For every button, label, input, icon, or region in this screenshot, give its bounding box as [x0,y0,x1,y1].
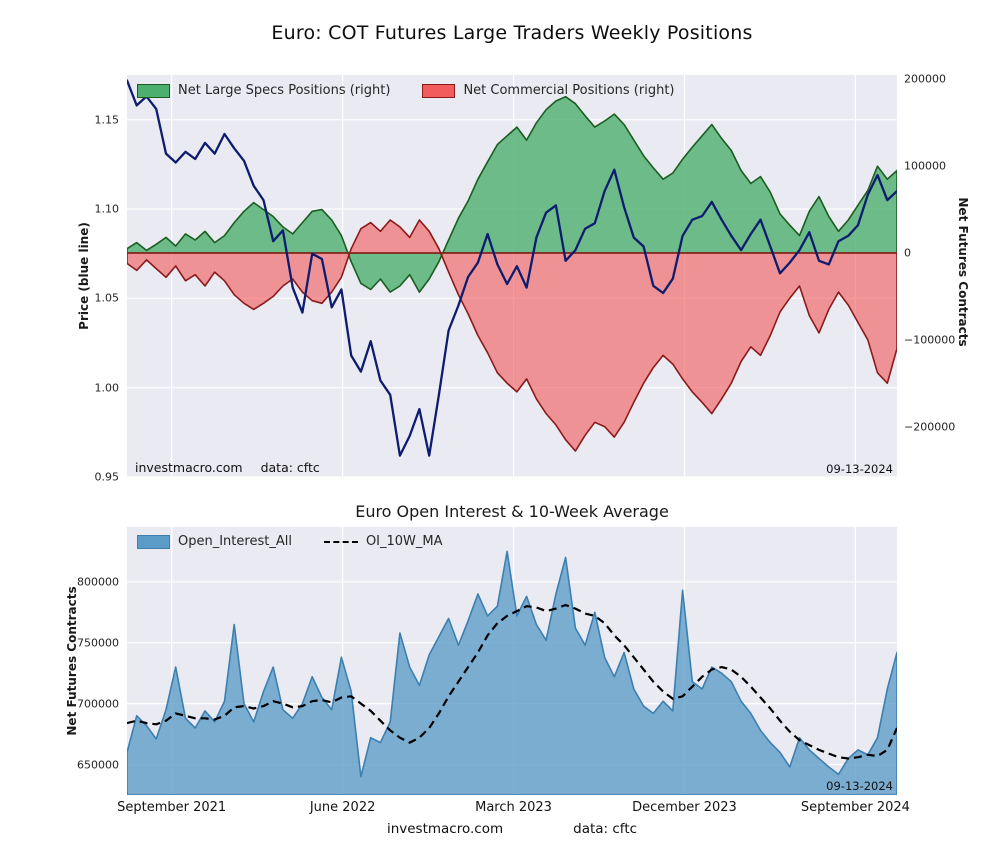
legend-item-open-interest: Open_Interest_All [137,534,292,549]
x-axis-date-tick-label: June 2022 [309,800,376,815]
oi-ma-dashed-line-swatch [323,540,358,543]
large-specs-legend-label: Net Large Specs Positions (right) [178,83,391,98]
net-contracts-y-tick-label: 100000 [904,159,946,173]
cot-positions-chart [127,75,897,477]
report-date-bottom: 09-13-2024 [826,779,893,793]
x-axis-date-tick-label: September 2021 [117,800,227,815]
x-axis-date-tick-label: December 2023 [632,800,737,815]
price-y-tick-label: 1.00 [94,381,120,395]
net-contracts-y-tick-label: 200000 [904,72,946,86]
net-contracts-axis-label-bottom: Net Futures Contracts [65,586,79,736]
open-interest-y-tick-label: 700000 [77,697,119,711]
price-y-tick-label: 1.05 [94,291,120,305]
source-annotation: investmacro.com data: cftc [135,460,338,475]
oi-ma-legend-label: OI_10W_MA [365,534,443,549]
open-interest-y-tick-label: 750000 [77,636,119,650]
net-contracts-y-tick-label: −200000 [904,420,956,434]
main-chart-title: Euro: COT Futures Large Traders Weekly P… [271,22,753,44]
net-contracts-y-tick-label: −100000 [904,333,956,347]
figure-footer: investmacro.com data: cftc [127,821,897,837]
price-y-tick-label: 1.15 [94,113,120,127]
commercials-legend-label: Net Commercial Positions (right) [463,83,675,98]
legend-item-large-specs: Net Large Specs Positions (right) [137,83,390,98]
large-specs-swatch [137,83,170,98]
open-interest-y-tick-label: 650000 [77,758,119,772]
open-interest-legend-label: Open_Interest_All [178,534,292,549]
net-contracts-y-tick-label: 0 [904,246,911,260]
report-date-top: 09-13-2024 [826,462,893,476]
x-axis-date-tick-label: March 2023 [475,800,552,815]
legend-item-oi-ma: OI_10W_MA [323,534,443,549]
data-source-text: data: cftc [260,460,320,475]
price-y-tick-label: 0.95 [94,470,120,484]
commercials-swatch [422,83,456,98]
footer-site-text: investmacro.com [386,821,504,837]
source-site-text: investmacro.com [135,460,243,475]
price-axis-label: Price (blue line) [77,222,91,330]
footer-data-source-text: data: cftc [573,821,638,837]
legend-item-commercials: Net Commercial Positions (right) [422,83,674,98]
open-interest-chart-title: Euro Open Interest & 10-Week Average [355,502,669,521]
open-interest-y-tick-label: 800000 [77,575,119,589]
open-interest-legend: Open_Interest_All OI_10W_MA [137,534,443,549]
x-axis-date-tick-label: September 2024 [800,800,910,815]
price-y-tick-label: 1.10 [94,202,120,216]
cot-chart-legend: Net Large Specs Positions (right) Net Co… [137,83,674,98]
open-interest-swatch [137,534,170,549]
open-interest-chart [127,527,897,795]
net-contracts-axis-label-right: Net Futures Contracts [956,197,970,347]
